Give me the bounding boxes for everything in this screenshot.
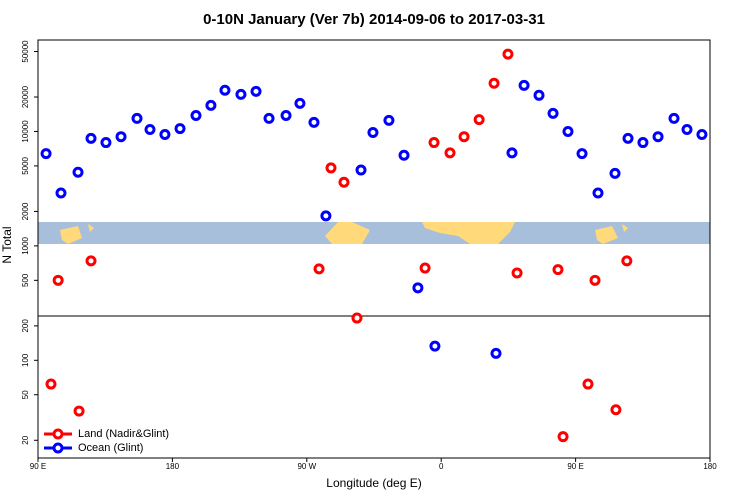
point [72, 166, 84, 178]
point [582, 378, 594, 390]
point [263, 112, 275, 124]
point [681, 124, 693, 136]
x-tick-label: 90 E [30, 462, 46, 471]
point [115, 131, 127, 143]
x-axis-label: Longitude (deg E) [326, 476, 421, 490]
point [190, 109, 202, 121]
point [351, 312, 363, 324]
point [219, 84, 231, 96]
point [668, 112, 680, 124]
y-tick-label: 5000 [21, 156, 30, 174]
point [280, 109, 292, 121]
point [398, 149, 410, 161]
point [562, 125, 574, 137]
y-tick-label: 20 [21, 435, 30, 444]
point [610, 404, 622, 416]
point [100, 137, 112, 149]
y-tick-label: 10000 [21, 120, 30, 143]
point [547, 107, 559, 119]
point [250, 85, 262, 97]
point [589, 274, 601, 286]
point [621, 255, 633, 267]
y-tick-label: 200 [21, 319, 30, 333]
point [592, 187, 604, 199]
point [73, 405, 85, 417]
legend-label: Ocean (Glint) [78, 442, 143, 454]
point [52, 274, 64, 286]
point [338, 176, 350, 188]
x-tick-label: 180 [166, 462, 180, 471]
point [320, 210, 332, 222]
legend-marker [52, 442, 64, 454]
y-tick-label: 100 [21, 353, 30, 367]
legend-label: Land (Nadir&Glint) [78, 428, 169, 440]
point [367, 126, 379, 138]
y-tick-label: 1000 [21, 236, 30, 254]
point [637, 137, 649, 149]
point [533, 89, 545, 101]
point [473, 114, 485, 126]
point [144, 124, 156, 136]
legend-marker [52, 428, 64, 440]
point [428, 137, 440, 149]
y-tick-label: 20000 [21, 85, 30, 108]
point [159, 129, 171, 141]
point [308, 116, 320, 128]
plot-frame [37, 39, 711, 459]
point [313, 263, 325, 275]
point [609, 167, 621, 179]
point [458, 131, 470, 143]
point [40, 148, 52, 160]
point [235, 88, 247, 100]
x-tick-label: 180 [703, 462, 717, 471]
point [325, 162, 337, 174]
point [85, 132, 97, 144]
y-tick-label: 50 [21, 390, 30, 399]
x-tick-label: 90 W [297, 462, 316, 471]
point [488, 77, 500, 89]
point [131, 112, 143, 124]
point [506, 147, 518, 159]
point [696, 129, 708, 141]
point [518, 79, 530, 91]
y-tick-label: 50000 [21, 40, 30, 63]
point [576, 148, 588, 160]
point [419, 262, 431, 274]
point [490, 347, 502, 359]
point [429, 340, 441, 352]
map-band [38, 222, 710, 244]
point [45, 378, 57, 390]
point [511, 267, 523, 279]
point [622, 132, 634, 144]
point [55, 187, 67, 199]
point [652, 131, 664, 143]
point [294, 97, 306, 109]
point [205, 99, 217, 111]
point [355, 164, 367, 176]
point [557, 431, 569, 443]
point [502, 48, 514, 60]
point [552, 264, 564, 276]
y-axis-label: N Total [0, 226, 14, 263]
point [412, 282, 424, 294]
y-tick-label: 2000 [21, 202, 30, 220]
y-tick-label: 500 [21, 273, 30, 287]
chart-title: 0-10N January (Ver 7b) 2014-09-06 to 201… [203, 11, 545, 28]
point [383, 114, 395, 126]
point [444, 147, 456, 159]
point [174, 123, 186, 135]
x-tick-label: 0 [439, 462, 444, 471]
point [85, 255, 97, 267]
x-tick-label: 90 E [567, 462, 583, 471]
